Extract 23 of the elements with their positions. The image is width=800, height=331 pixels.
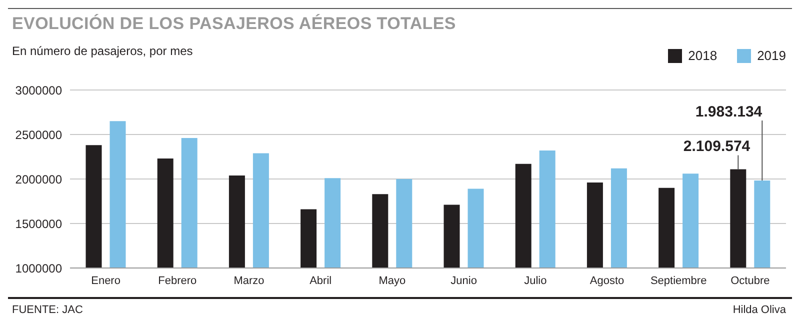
y-tick-label: 2500000 <box>15 128 62 142</box>
legend-label: 2019 <box>756 48 786 63</box>
x-tick-label: Mayo <box>378 274 406 287</box>
y-tick-label: 1000000 <box>15 261 62 276</box>
legend-label: 2018 <box>687 48 718 63</box>
x-tick-label: Marzo <box>234 274 264 287</box>
y-tick-label: 3000000 <box>15 83 62 98</box>
data-label: 1.983.134 <box>695 104 763 120</box>
chart-title: EVOLUCIÓN DE LOS PASAJEROS AÉREOS TOTALES <box>12 14 456 34</box>
x-tick-label: Octubre <box>730 274 770 287</box>
x-tick-label: Agosto <box>590 274 624 287</box>
x-tick-label: Septiembre <box>650 274 707 287</box>
y-tick-label: 2000000 <box>15 172 62 186</box>
text: Hilda Oliva <box>732 304 786 316</box>
x-tick-label: Junio <box>450 274 477 287</box>
source-note: FUENTE: JAC <box>12 304 83 316</box>
x-tick-label: Enero <box>91 274 120 287</box>
chart-subtitle: En número de pasajeros, por mes <box>12 44 193 58</box>
y-tick-label: 1500000 <box>15 216 62 231</box>
x-tick-label: Abril <box>310 274 332 287</box>
x-tick-label: Febrero <box>158 274 197 287</box>
x-tick-label: Julio <box>524 274 547 287</box>
data-label: 2.109.574 <box>683 138 751 156</box>
